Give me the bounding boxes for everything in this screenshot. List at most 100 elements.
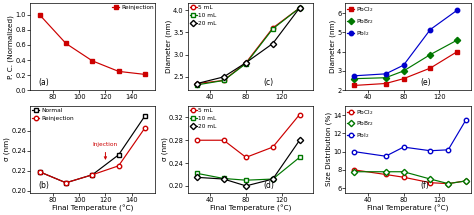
Reinjection [142, 73, 148, 76]
10 mL [297, 7, 302, 9]
10 mL [270, 178, 276, 180]
10 mL [297, 156, 302, 159]
PbCl$_2$ [428, 181, 433, 184]
PbCl$_2$ [352, 169, 357, 171]
20 mL [194, 82, 200, 85]
Text: (e): (e) [420, 78, 431, 87]
PbCl$_2$ [401, 77, 406, 80]
10 mL [221, 79, 227, 82]
20 mL [297, 7, 302, 9]
Legend: Normal, Reinjection: Normal, Reinjection [32, 107, 74, 121]
Line: 20 mL: 20 mL [195, 6, 302, 86]
Normal [37, 170, 43, 173]
5 mL [297, 113, 302, 116]
PbCl$_2$ [352, 84, 357, 87]
PbCl$_2$ [454, 50, 460, 53]
PbCl$_2$ [401, 176, 406, 178]
10 mL [194, 84, 200, 86]
Line: Reinjection: Reinjection [37, 126, 147, 185]
Line: PbCl$_2$: PbCl$_2$ [352, 168, 468, 186]
Y-axis label: P. C. (Normalized): P. C. (Normalized) [8, 15, 14, 79]
PbBr$_2$ [428, 53, 433, 56]
Line: 10 mL: 10 mL [195, 155, 302, 182]
Reinjection [116, 70, 121, 73]
Normal [142, 115, 148, 117]
Normal [116, 154, 121, 156]
5 mL [194, 139, 200, 141]
20 mL [194, 176, 200, 179]
Normal [90, 174, 95, 176]
PbBr$_2$ [446, 182, 451, 185]
Y-axis label: Size Distribution (%): Size Distribution (%) [325, 112, 331, 186]
Legend: PbCl$_2$, PbBr$_2$, PbI$_2$: PbCl$_2$, PbBr$_2$, PbI$_2$ [346, 5, 374, 38]
20 mL [270, 178, 276, 180]
Text: (f): (f) [420, 181, 429, 190]
PbCl$_2$ [428, 67, 433, 69]
Y-axis label: Diameter (nm): Diameter (nm) [165, 20, 172, 74]
PbBr$_2$ [454, 39, 460, 41]
Y-axis label: σ (nm): σ (nm) [161, 137, 167, 161]
5 mL [270, 27, 276, 29]
Line: PbI$_2$: PbI$_2$ [352, 8, 459, 78]
5 mL [243, 61, 249, 64]
PbBr$_2$ [352, 170, 357, 173]
5 mL [270, 146, 276, 148]
X-axis label: Final Temperature (°C): Final Temperature (°C) [210, 204, 291, 212]
20 mL [297, 139, 302, 141]
5 mL [194, 82, 200, 85]
Line: PbCl$_2$: PbCl$_2$ [352, 49, 459, 88]
Legend: PbCl$_2$, PbBr$_2$, PbI$_2$: PbCl$_2$, PbBr$_2$, PbI$_2$ [346, 107, 374, 141]
Line: PbI$_2$: PbI$_2$ [352, 117, 468, 158]
5 mL [297, 7, 302, 9]
Reinjection [90, 60, 95, 62]
Y-axis label: σ (nm): σ (nm) [3, 137, 10, 161]
Legend: 5 mL, 10 mL, 20 mL: 5 mL, 10 mL, 20 mL [189, 5, 218, 27]
PbBr$_2$ [428, 178, 433, 180]
PbI$_2$ [401, 64, 406, 66]
Line: 5 mL: 5 mL [195, 6, 302, 86]
Line: 5 mL: 5 mL [195, 112, 302, 160]
20 mL [221, 178, 227, 180]
Legend: 5 mL, 10 mL, 20 mL: 5 mL, 10 mL, 20 mL [189, 107, 218, 129]
Reinjection [37, 170, 43, 173]
Line: Normal: Normal [37, 114, 147, 185]
5 mL [243, 156, 249, 159]
PbBr$_2$ [463, 180, 469, 182]
20 mL [243, 61, 249, 64]
PbI$_2$ [383, 73, 389, 75]
Y-axis label: Diameter (nm): Diameter (nm) [329, 20, 336, 74]
PbBr$_2$ [383, 170, 389, 173]
PbBr$_2$ [383, 76, 389, 79]
Text: (d): (d) [263, 181, 274, 190]
PbI$_2$ [463, 118, 469, 121]
Reinjection [142, 127, 148, 129]
PbBr$_2$ [401, 170, 406, 173]
10 mL [194, 172, 200, 175]
5 mL [221, 139, 227, 141]
PbI$_2$ [401, 146, 406, 148]
PbBr$_2$ [352, 77, 357, 80]
5 mL [221, 79, 227, 82]
Text: (b): (b) [38, 181, 49, 190]
Text: Injection: Injection [93, 142, 118, 159]
Text: (c): (c) [263, 78, 273, 87]
20 mL [221, 76, 227, 78]
Reinjection [116, 164, 121, 167]
Normal [63, 181, 69, 184]
PbI$_2$ [352, 75, 357, 77]
Reinjection [63, 181, 69, 184]
Text: (a): (a) [38, 78, 49, 87]
10 mL [243, 179, 249, 181]
PbI$_2$ [428, 28, 433, 31]
Reinjection [90, 174, 95, 176]
Line: Reinjection: Reinjection [37, 12, 147, 77]
X-axis label: Final Temperature (°C): Final Temperature (°C) [367, 204, 449, 212]
10 mL [243, 62, 249, 65]
PbI$_2$ [446, 149, 451, 151]
Line: 20 mL: 20 mL [195, 138, 302, 188]
Line: 10 mL: 10 mL [195, 6, 302, 87]
10 mL [270, 28, 276, 30]
X-axis label: Final Temperature (°C): Final Temperature (°C) [52, 204, 134, 212]
PbI$_2$ [352, 150, 357, 153]
PbI$_2$ [383, 155, 389, 158]
